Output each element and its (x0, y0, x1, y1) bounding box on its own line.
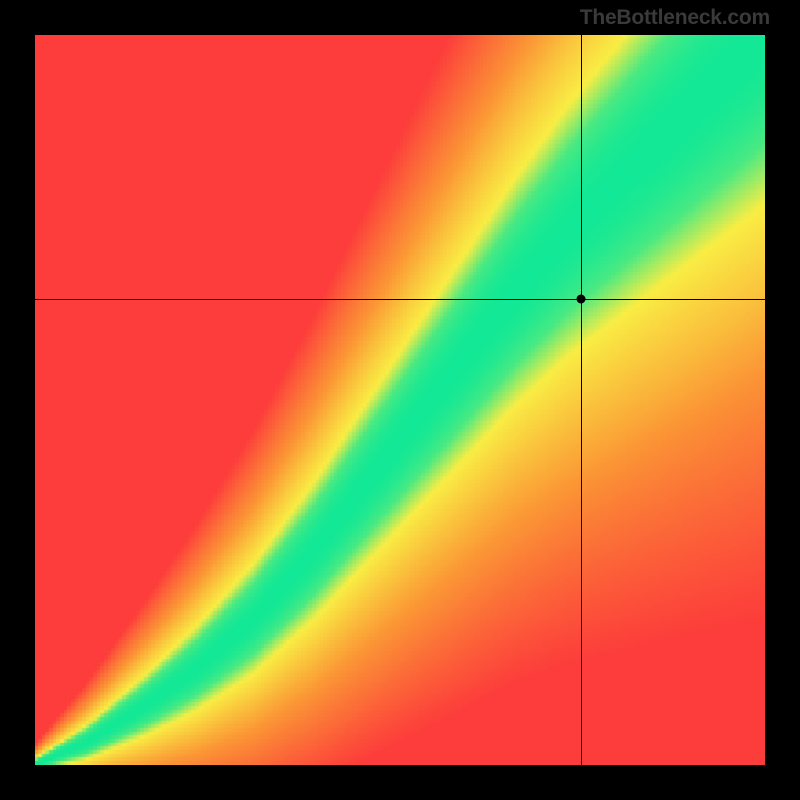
crosshair-vertical (581, 35, 582, 765)
crosshair-marker[interactable] (577, 295, 586, 304)
watermark-text: TheBottleneck.com (580, 6, 770, 30)
bottleneck-heatmap (35, 35, 765, 765)
crosshair-horizontal (35, 299, 765, 300)
plot-area (35, 35, 765, 765)
